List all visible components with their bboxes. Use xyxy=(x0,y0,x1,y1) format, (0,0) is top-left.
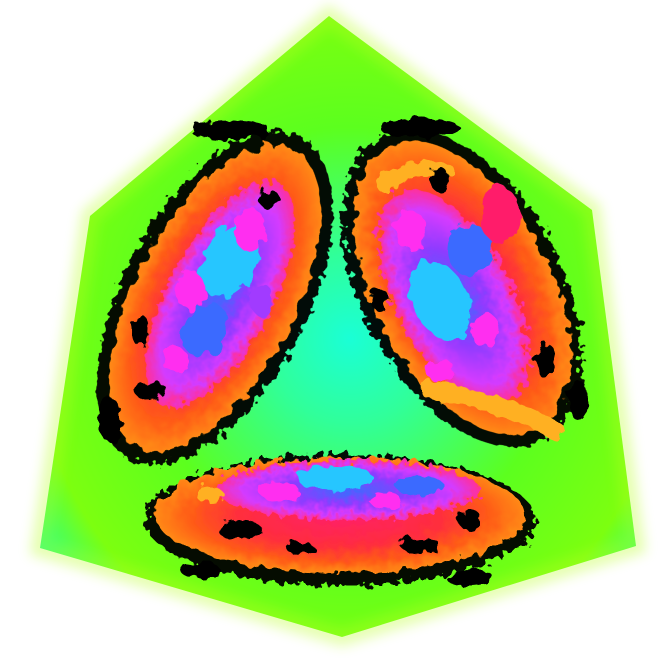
right-face-pattern xyxy=(342,129,582,447)
left-face-pattern xyxy=(97,131,333,465)
bottom-face-pattern xyxy=(145,454,535,586)
shadow-specks xyxy=(98,118,588,586)
